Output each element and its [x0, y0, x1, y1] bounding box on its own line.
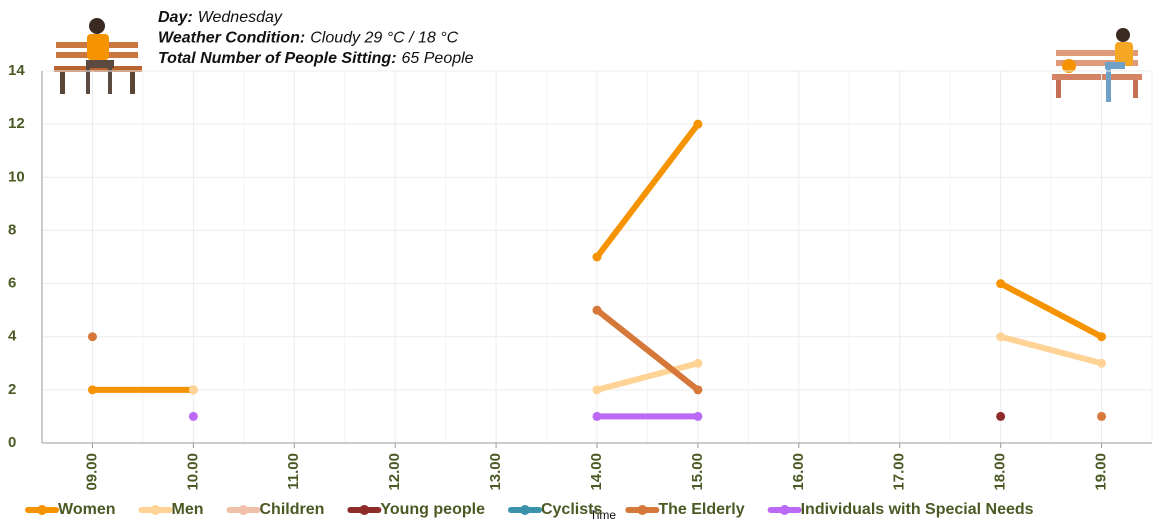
header-value: 65 People	[402, 50, 474, 67]
header-value: Wednesday	[198, 9, 283, 26]
x-tick-label: 14.00	[588, 453, 605, 491]
header-value: Cloudy 29 °C / 18 °C	[310, 30, 458, 47]
legend-label: Children	[259, 501, 324, 518]
point	[1097, 332, 1107, 342]
legend-swatch	[637, 505, 648, 515]
legend-swatch	[359, 505, 370, 515]
y-tick-label: 0	[8, 434, 16, 451]
x-tick-label: 19.00	[1093, 453, 1110, 491]
x-tick-label: 10.00	[184, 453, 201, 491]
x-tick-label: 12.00	[386, 453, 403, 491]
legend-label: Men	[171, 501, 203, 518]
point	[592, 385, 602, 395]
legend-swatch	[150, 505, 161, 515]
point	[996, 332, 1006, 342]
x-tick-label: 18.00	[992, 453, 1009, 491]
point	[693, 411, 703, 421]
point	[592, 305, 602, 315]
header-label: Day:	[158, 9, 193, 26]
point	[592, 411, 602, 421]
legend-label: Cyclists	[541, 501, 602, 518]
x-tick-label: 16.00	[790, 453, 807, 491]
x-tick-label: 13.00	[487, 453, 504, 491]
legend-swatch	[238, 505, 249, 515]
point	[1097, 411, 1107, 421]
point	[996, 411, 1006, 421]
point	[996, 279, 1006, 289]
legend-label: The Elderly	[658, 501, 744, 518]
y-tick-label: 10	[8, 168, 25, 185]
y-tick-label: 12	[8, 115, 25, 132]
y-tick-label: 8	[8, 221, 16, 238]
x-tick-label: 15.00	[689, 453, 706, 491]
bench-right	[1052, 28, 1142, 102]
bench-left	[54, 18, 142, 94]
series-line	[594, 333, 1105, 393]
series-line	[89, 121, 1105, 393]
x-axis-title: Time	[590, 508, 617, 521]
y-tick-label: 6	[8, 275, 16, 292]
y-tick-label: 14	[8, 62, 25, 79]
legend-label: Women	[58, 501, 115, 518]
point	[87, 385, 97, 395]
point	[188, 385, 198, 395]
legend-label: Young people	[380, 501, 485, 518]
legend-swatch	[519, 505, 530, 515]
point	[693, 119, 703, 129]
y-tick-label: 4	[8, 328, 17, 345]
header: Day: Wednesday Weather Condition: Cloudy 29…	[158, 9, 474, 67]
x-tick-label: 11.00	[285, 453, 302, 490]
legend-swatch	[779, 505, 790, 515]
point	[1097, 358, 1107, 368]
point	[693, 358, 703, 368]
point	[87, 332, 97, 342]
x-tick-label: 09.00	[83, 453, 100, 491]
point	[693, 385, 703, 395]
point	[592, 252, 602, 262]
legend-swatch	[37, 505, 47, 515]
y-tick-label: 2	[8, 381, 16, 398]
legend-label: Individuals with Special Needs	[801, 501, 1034, 518]
header-label: Weather Condition:	[158, 30, 305, 47]
point	[188, 411, 198, 421]
header-label: Total Number of People Sitting:	[158, 50, 397, 67]
x-tick-label: 17.00	[891, 453, 908, 491]
